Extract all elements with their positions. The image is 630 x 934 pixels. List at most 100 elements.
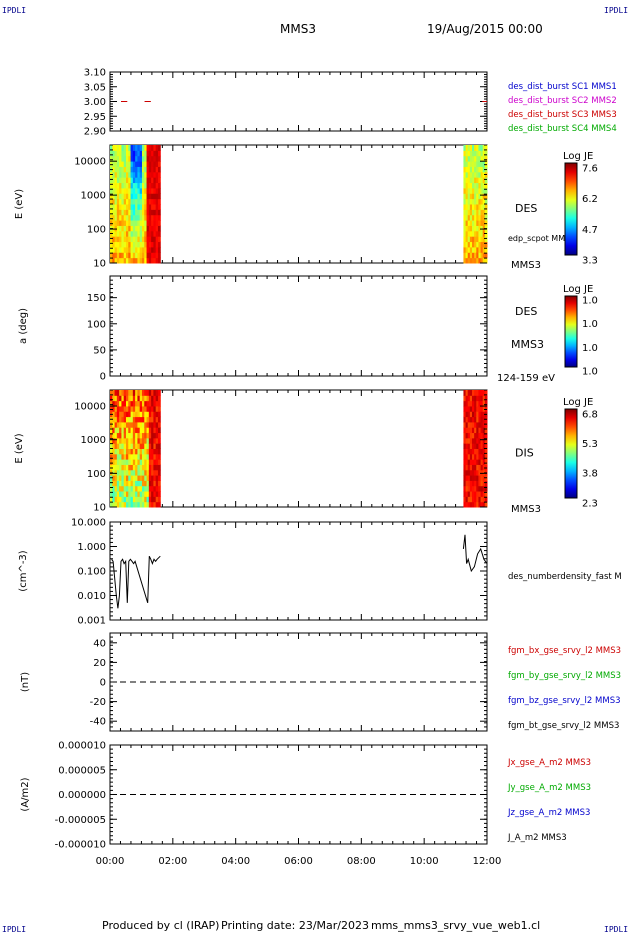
spectrogram-cell [472,459,475,465]
spectrogram-cell [123,257,127,264]
spectrogram-cell [114,400,118,407]
spectrogram-cell [484,177,488,184]
spectrogram-cell [137,448,141,455]
spectrogram-cell [116,501,120,508]
spectrogram-cell [153,198,157,205]
spectrogram-cell [123,230,127,237]
spectrogram-cell [155,448,159,455]
spectrogram-cell [469,480,473,487]
spectrogram-cell [112,198,116,205]
colorbar-3 [564,408,578,499]
spectrogram-cell [463,411,467,418]
spectrogram-cell [144,475,148,481]
spectrogram-cell [148,480,152,487]
spectrogram-cell [484,496,488,503]
spectrogram-cell [146,475,150,481]
spectrogram-cell [119,443,122,449]
spectrogram-cell [116,464,120,471]
spectrogram-cell [465,427,469,434]
spectrogram-cell [467,166,471,173]
spectrogram-cell [137,150,141,157]
spectrogram-cell [130,230,134,237]
spectrogram-cell [474,241,477,248]
panel-frame-3 [109,389,488,508]
spectrogram-cell [121,214,125,221]
spectrogram-cell [157,496,161,503]
y-tick-label: 10000 [74,157,106,168]
spectrogram-cell [476,448,479,455]
spectrogram-cell [114,257,118,264]
spectrogram-cell [137,225,141,232]
spectrogram-cell [110,464,113,471]
spectrogram-cell [155,411,159,418]
legend-fgm_bx_gse_srvy_l2 MMS3: fgm_bx_gse_srvy_l2 MMS3 [508,646,621,656]
spectrogram-cell [116,145,120,151]
spectrogram-cell [110,193,113,200]
spectrogram-cell [157,390,161,396]
spectrogram-cell [467,453,471,460]
spectrogram-cell [139,177,143,184]
spectrogram-cell [114,395,118,402]
spectrogram-cell [153,437,157,444]
spectrogram-cell [116,161,120,167]
colorbar-title: Log JE [563,284,593,295]
spectrogram-cell [137,469,141,476]
spectrogram-cell [463,209,467,216]
spectrogram-cell [141,405,145,412]
spectrogram-cell [132,416,136,423]
spectrogram-cell [148,252,152,259]
spectrogram-cell [476,485,479,492]
spectrogram-cell [157,214,161,221]
spectrogram-cell [478,257,482,264]
spectrogram-cell [153,150,157,157]
spectrogram-cell [139,411,143,418]
spectrogram-cell [151,225,154,232]
spectrogram-cell [148,187,152,194]
spectrogram-cell [469,459,473,465]
spectrogram-cell [110,145,113,151]
spectrogram-cell [465,395,469,402]
legend-fgm_bz_gse_srvy_l2 MMS3: fgm_bz_gse_srvy_l2 MMS3 [508,696,621,706]
spectrogram-cell [135,475,138,481]
spectrogram-cell [121,225,125,232]
spectrogram-cell [476,193,479,200]
spectrogram-cell [139,501,143,508]
spectrogram-cell [119,252,122,259]
spectrogram-cell [144,155,148,162]
spectrogram-cell [467,257,471,264]
spectrogram-cell [476,400,479,407]
spectrogram-cell [146,390,150,396]
spectrogram-cell [478,214,482,221]
spectrogram-cell [128,459,132,465]
spectrogram-cell [465,182,469,189]
spacecraft-title: MMS3 [280,22,316,36]
y-tick-label: 10 [93,259,106,270]
spectrogram-cell [137,145,141,151]
spectrogram-cell [155,155,159,162]
spectrogram-cell [125,459,129,465]
spectrogram-cell [157,437,161,444]
spectrogram-cell [484,246,488,253]
spectrogram-cell [116,469,120,476]
spectrogram-cell [132,437,136,444]
spectrogram-cell [153,209,157,216]
spectrogram-cell [467,161,471,167]
spectrogram-cell [153,155,157,162]
spectrogram-cell [480,193,484,200]
spectrogram-cell [128,166,132,173]
spectrogram-cell [123,161,127,167]
spectrogram-cell [472,214,475,221]
spectrogram-cell [463,395,467,402]
spectrogram-cell [144,469,148,476]
colorbar-tick-label: 4.7 [582,225,598,236]
spectrogram-cell [139,182,143,189]
spectrogram-cell [141,204,145,210]
spectrogram-cell [480,411,484,418]
spectrogram-cell [151,209,154,216]
spectrogram-cell [125,230,129,237]
spectrogram-cell [119,400,122,407]
spectrogram-cell [463,177,467,184]
spectrogram-cell [472,416,475,423]
spectrogram-cell [130,475,134,481]
spectrogram-cell [137,443,141,449]
